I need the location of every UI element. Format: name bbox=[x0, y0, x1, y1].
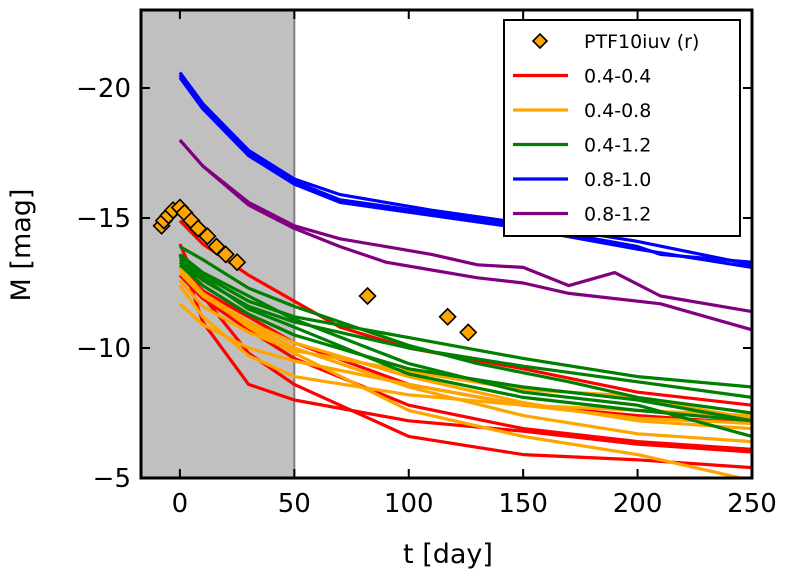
legend-marker-observations bbox=[531, 32, 549, 50]
series-1-line-5 bbox=[178, 266, 748, 478]
series-0-line-3 bbox=[178, 266, 752, 425]
series-1-line-0 bbox=[178, 302, 752, 425]
observation-point-8 bbox=[198, 227, 217, 246]
observation-point-12 bbox=[358, 286, 377, 306]
legend-label-observations: PTF10iuv (r) bbox=[584, 31, 699, 53]
x-tick-label-0: 0 bbox=[172, 489, 189, 519]
y-tick-label-3: −5 bbox=[93, 464, 131, 494]
y-tick-label-0: −20 bbox=[76, 74, 131, 104]
observation-point-9 bbox=[207, 237, 226, 256]
legend-label-series-0: 0.4-0.4 bbox=[584, 66, 651, 88]
series-4-line-0 bbox=[178, 138, 752, 314]
observation-point-10 bbox=[216, 245, 235, 264]
y-tick-label-1: −15 bbox=[76, 204, 131, 234]
x-tick-label-1: 50 bbox=[278, 489, 311, 519]
legend-label-series-1: 0.4-0.8 bbox=[584, 100, 651, 122]
observation-points-layer bbox=[152, 198, 478, 342]
legend: PTF10iuv (r) 0.4-0.4 0.4-0.8 0.4-1.2 0.8-1.0… bbox=[503, 19, 741, 237]
observation-point-7 bbox=[189, 219, 208, 238]
y-tick-label-2: −10 bbox=[76, 334, 131, 364]
legend-label-series-3: 0.8-1.0 bbox=[584, 169, 651, 191]
legend-label-series-4: 0.8-1.2 bbox=[584, 204, 651, 226]
series-2-line-5 bbox=[178, 258, 752, 423]
observation-point-13 bbox=[438, 307, 457, 326]
series-3-line-2 bbox=[178, 76, 752, 269]
x-tick-label-4: 200 bbox=[613, 489, 663, 519]
legend-label-series-2: 0.4-1.2 bbox=[584, 135, 651, 157]
series-1-line-2 bbox=[178, 279, 752, 420]
x-tick-label-3: 150 bbox=[498, 489, 548, 519]
axes-layer: 0 50 100 150 200 250 −20 −15 −10 −5 bbox=[76, 8, 777, 519]
series-2-line-4 bbox=[178, 253, 752, 438]
observation-point-14 bbox=[459, 323, 478, 342]
legend-box bbox=[503, 19, 741, 237]
series-2-line-2 bbox=[179, 245, 752, 415]
x-tick-label-2: 100 bbox=[384, 489, 434, 519]
x-tick-label-5: 250 bbox=[727, 489, 777, 519]
x-axis-label: t [day] bbox=[403, 539, 493, 570]
y-axis-label: M [mag] bbox=[6, 189, 37, 302]
series-4-line-1 bbox=[178, 138, 752, 332]
plot-frame bbox=[139, 8, 754, 480]
observation-point-11 bbox=[227, 253, 247, 272]
